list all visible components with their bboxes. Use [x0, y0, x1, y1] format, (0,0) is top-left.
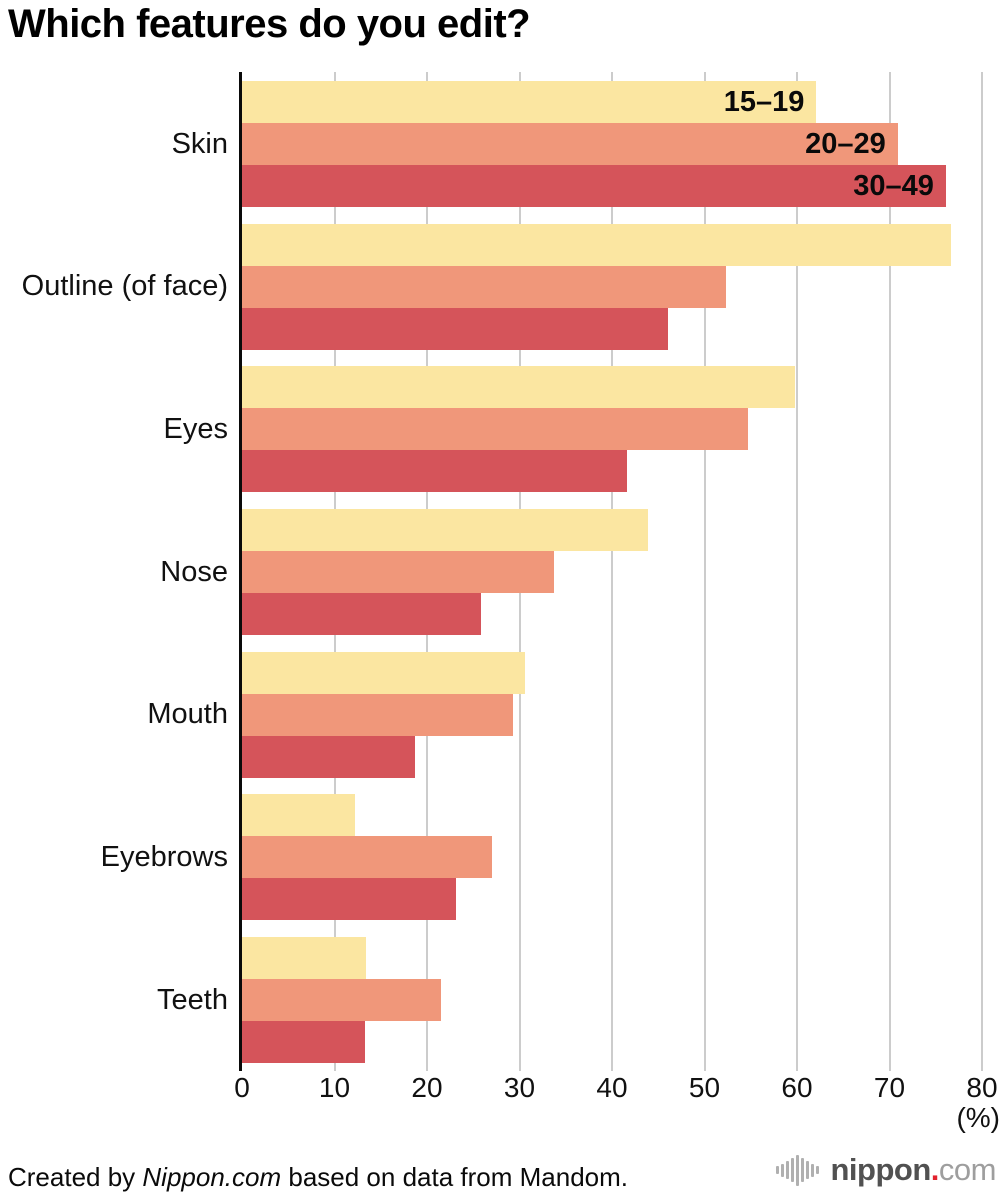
x-tick-label-40: 40 [596, 1072, 628, 1103]
soundwave-bar-1 [780, 1163, 784, 1177]
x-tick-label-10: 10 [318, 1072, 351, 1103]
nippon-logo-text: nippon.com [831, 1152, 997, 1188]
y-axis-line [239, 72, 242, 1071]
bar-eyes-15-19 [242, 366, 796, 409]
bar-eyebrows-20-29 [242, 836, 492, 879]
soundwave-bar-0 [775, 1166, 779, 1174]
soundwave-bar-7 [810, 1163, 814, 1177]
bar-skin-15-19: 15–19 [242, 81, 817, 123]
credit-prefix: Created by [8, 1162, 143, 1192]
x-tick-label-20: 20 [411, 1072, 443, 1103]
credit-source: Nippon.com [142, 1162, 282, 1192]
category-label-skin: Skin [171, 127, 228, 160]
logo-dot: . [930, 1152, 940, 1187]
bar-eyes-30-49 [242, 450, 627, 493]
gridline-80 [981, 72, 983, 1071]
category-label-mouth: Mouth [147, 698, 228, 731]
x-tick-label-0: 0 [234, 1072, 250, 1103]
nippon-logo: nippon.com [775, 1152, 997, 1188]
category-label-eyes: Eyes [163, 412, 228, 445]
x-tick-label-50: 50 [688, 1072, 721, 1103]
bar-mouth-30-49 [242, 735, 415, 778]
soundwave-bar-5 [800, 1158, 804, 1182]
category-label-eyebrows: Eyebrows [100, 840, 228, 873]
bar-skin-30-49: 30–49 [242, 165, 946, 207]
category-label-outline-of-face: Outline (of face) [21, 270, 228, 303]
gridline-50 [703, 72, 706, 1071]
bar-teeth-20-29 [242, 979, 441, 1021]
bar-skin-20-29: 20–29 [242, 123, 898, 165]
bar-nose-30-49 [242, 593, 481, 635]
logo-tld: com [938, 1152, 997, 1187]
gridline-40 [611, 72, 613, 1071]
bar-nose-20-29 [242, 551, 554, 593]
credit-suffix: based on data from Mandom. [281, 1162, 629, 1192]
soundwave-bar-3 [790, 1158, 794, 1182]
bar-teeth-15-19 [242, 937, 366, 979]
bar-eyebrows-15-19 [242, 794, 355, 837]
category-label-teeth: Teeth [157, 983, 228, 1016]
soundwave-bar-4 [795, 1154, 799, 1186]
x-tick-label-70: 70 [873, 1072, 906, 1103]
x-axis-unit-label: (%) [956, 1102, 1000, 1133]
category-label-nose: Nose [160, 555, 228, 588]
soundwave-bar-8 [815, 1166, 819, 1174]
logo-name: nippon [830, 1152, 932, 1187]
soundwave-bar-2 [785, 1161, 789, 1179]
series-label-20-29: 20–29 [805, 127, 886, 160]
bar-outline-of-face-30-49 [242, 307, 668, 350]
bar-eyebrows-30-49 [242, 878, 456, 921]
bar-teeth-30-49 [242, 1021, 366, 1063]
bar-mouth-15-19 [242, 651, 526, 694]
series-label-15-19: 15–19 [723, 85, 805, 118]
gridline-70 [888, 72, 891, 1071]
credit-text: Created by Nippon.com based on data from… [8, 1162, 628, 1193]
x-tick-label-80: 80 [966, 1072, 998, 1103]
bar-outline-of-face-20-29 [242, 265, 726, 308]
bar-outline-of-face-15-19 [242, 223, 952, 266]
x-tick-label-30: 30 [503, 1072, 536, 1103]
x-tick-label-60: 60 [781, 1072, 813, 1103]
chart-title: Which features do you edit? [8, 2, 531, 46]
bar-nose-15-19 [242, 509, 649, 551]
gridline-60 [796, 72, 798, 1071]
series-label-30-49: 30–49 [853, 169, 934, 202]
soundwave-icon [775, 1154, 819, 1186]
bar-mouth-20-29 [242, 693, 514, 736]
bar-eyes-20-29 [242, 408, 748, 451]
soundwave-bar-6 [805, 1161, 809, 1179]
